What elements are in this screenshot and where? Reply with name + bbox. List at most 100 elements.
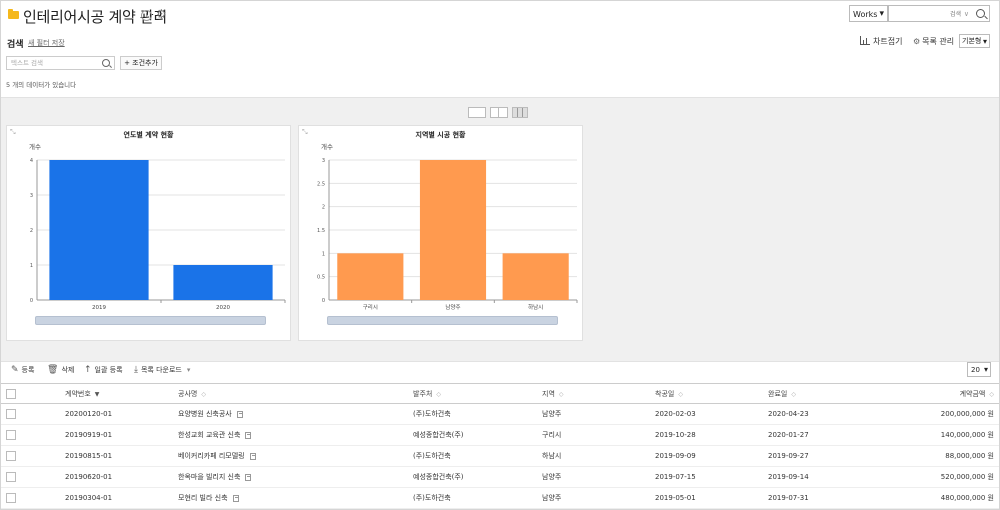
cell-start-date: 2019-05-01 [655, 487, 768, 509]
sort-desc-icon[interactable]: ▼ [94, 390, 100, 398]
layout-one-column-icon[interactable] [468, 107, 486, 118]
chart-fold-button[interactable]: 차트접기 [860, 36, 902, 47]
sort-icon[interactable]: ◇ [436, 390, 441, 398]
pencil-icon: ✎ [11, 365, 19, 375]
project-name-link[interactable]: 모현리 빌라 신축 [178, 494, 228, 502]
document-icon[interactable] [245, 431, 252, 439]
sort-icon[interactable]: ◇ [201, 390, 206, 398]
column-header-label: 착공일 [655, 389, 675, 398]
cell-project[interactable]: 한옥마을 빌리지 신축 [178, 466, 413, 488]
delete-button[interactable]: 🗑 삭제 [47, 365, 74, 375]
search-title: 검색 [7, 40, 24, 50]
document-icon[interactable] [232, 494, 239, 502]
search-input[interactable] [7, 57, 101, 69]
expand-icon[interactable]: ⤡ [302, 128, 308, 136]
cell-client: 예성종합건축(주) [413, 466, 542, 488]
column-header[interactable]: 공사명 ◇ [178, 383, 413, 404]
column-header[interactable]: 발주처 ◇ [413, 383, 542, 404]
cell-region: 남양주 [542, 487, 655, 509]
info-icon[interactable]: i [141, 10, 152, 21]
search-icon[interactable] [976, 9, 985, 18]
cell-client: 예성종합건축(주) [413, 424, 542, 446]
row-checkbox[interactable] [6, 430, 16, 440]
column-header[interactable]: 지역 ◇ [542, 383, 655, 404]
column-header[interactable]: 계약번호 ▼ [65, 383, 178, 404]
cell-contract-no: 20190919-01 [65, 424, 178, 446]
text-search-box[interactable] [6, 56, 115, 70]
view-type-select[interactable]: 기본형 [959, 34, 990, 48]
cell-amount: 480,000,000 원 [881, 487, 1000, 509]
column-header-label: 발주처 [413, 389, 433, 398]
row-select-cell [0, 487, 65, 509]
sort-icon[interactable]: ◇ [558, 390, 564, 398]
cell-end-date: 2020-04-23 [768, 403, 881, 425]
bulk-register-button[interactable]: ↑ 일괄 등록 [84, 365, 123, 375]
project-name-link[interactable]: 한옥마을 빌리지 신축 [178, 473, 241, 481]
project-name-link[interactable]: 요양병원 신축공사 [178, 410, 232, 418]
row-checkbox[interactable] [6, 493, 16, 503]
cell-start-date: 2019-10-28 [655, 424, 768, 446]
sort-icon[interactable]: ◇ [678, 390, 683, 398]
gear-icon[interactable]: ⚙ [156, 7, 167, 21]
search-icon[interactable] [102, 59, 110, 67]
layout-two-column-icon[interactable] [490, 107, 508, 118]
row-checkbox[interactable] [6, 451, 16, 461]
row-select-cell [0, 403, 65, 425]
y-tick-label: 0 [322, 298, 325, 304]
y-axis-label: 개수 [321, 142, 333, 151]
cell-project[interactable]: 요양병원 신축공사 [178, 403, 413, 425]
folder-icon [8, 9, 19, 19]
sort-icon[interactable]: ◇ [791, 390, 796, 398]
chart-year-svg: 개수 0 1 2 3 4 2019 2020 [29, 142, 286, 311]
trash-icon: 🗑 [47, 365, 59, 375]
chart-title: 연도별 계약 현황 [123, 131, 174, 139]
y-tick-label: 4 [30, 158, 33, 164]
cell-project[interactable]: 베이커리카페 리모델링 [178, 445, 413, 467]
list-manage-button[interactable]: ⚙ 목록 관리 [913, 36, 954, 47]
row-checkbox[interactable] [6, 472, 16, 482]
x-tick-label: 2019 [92, 305, 106, 311]
row-checkbox[interactable] [6, 409, 16, 419]
table-row[interactable]: 20190815-01 베이커리카페 리모델링 (주)도하건축 하남시 2019… [0, 445, 1000, 467]
download-button[interactable]: ⤓ 목록 다운로드 ▾ [134, 365, 190, 375]
table-row[interactable]: 20190304-01 모현리 빌라 신축 (주)도하건축 남양주 2019-0… [0, 487, 1000, 509]
column-header-label: 계약금액 [959, 389, 986, 398]
add-condition-button[interactable]: + 조건추가 [120, 56, 162, 70]
cell-contract-no: 20200120-01 [65, 403, 178, 425]
document-icon[interactable] [249, 452, 256, 460]
chart-scrollbar[interactable] [35, 316, 266, 325]
bar-하남시 [502, 253, 569, 300]
sort-icon[interactable]: ◇ [989, 390, 994, 398]
cell-project[interactable]: 모현리 빌라 신축 [178, 487, 413, 509]
document-icon[interactable] [236, 410, 243, 418]
column-header[interactable]: 계약금액 ◇ [881, 383, 1000, 404]
table-row[interactable]: 20200120-01 요양병원 신축공사 (주)도하건축 남양주 2020-0… [0, 403, 1000, 425]
cell-amount: 140,000,000 원 [881, 424, 1000, 446]
column-header[interactable]: 완료일 ◇ [768, 383, 881, 404]
top-search-box[interactable]: 검색 ∨ [888, 5, 990, 22]
table-header-row: 계약번호 ▼ 공사명 ◇ 발주처 ◇ 지역 ◇ 착공일 ◇ 완료일 ◇ 계약금액 ◇ [0, 383, 1000, 404]
register-button[interactable]: ✎ 등록 [11, 365, 34, 375]
app-select[interactable]: Works [849, 5, 888, 23]
cell-project[interactable]: 한성교회 교육관 신축 [178, 424, 413, 446]
expand-icon[interactable]: ⤡ [10, 128, 16, 136]
cell-client: (주)도하건축 [413, 445, 542, 467]
save-filter-link[interactable]: 새 필터 저장 [28, 39, 65, 47]
table-row[interactable]: 20190620-01 한옥마을 빌리지 신축 예성종합건축(주) 남양주 20… [0, 466, 1000, 488]
chevron-down-icon[interactable]: ∨ [963, 10, 969, 18]
project-name-link[interactable]: 베이커리카페 리모델링 [178, 452, 245, 460]
chart-scrollbar[interactable] [327, 316, 558, 325]
document-icon[interactable] [245, 473, 252, 481]
project-name-link[interactable]: 한성교회 교육관 신축 [178, 431, 241, 439]
x-tick-label: 구리시 [363, 303, 378, 311]
y-tick-label: 2 [30, 228, 33, 234]
layout-three-column-icon[interactable] [512, 107, 528, 118]
page-size-select[interactable]: 20 [967, 362, 991, 377]
column-header[interactable]: 착공일 ◇ [655, 383, 768, 404]
y-tick-label: 2 [322, 205, 325, 211]
table-row[interactable]: 20190919-01 한성교회 교육관 신축 예성종합건축(주) 구리시 20… [0, 424, 1000, 446]
chevron-down-icon[interactable]: ▾ [186, 366, 191, 374]
bar-2019 [49, 160, 149, 300]
select-all-checkbox[interactable] [6, 388, 16, 399]
y-tick-label: 3 [30, 193, 33, 199]
